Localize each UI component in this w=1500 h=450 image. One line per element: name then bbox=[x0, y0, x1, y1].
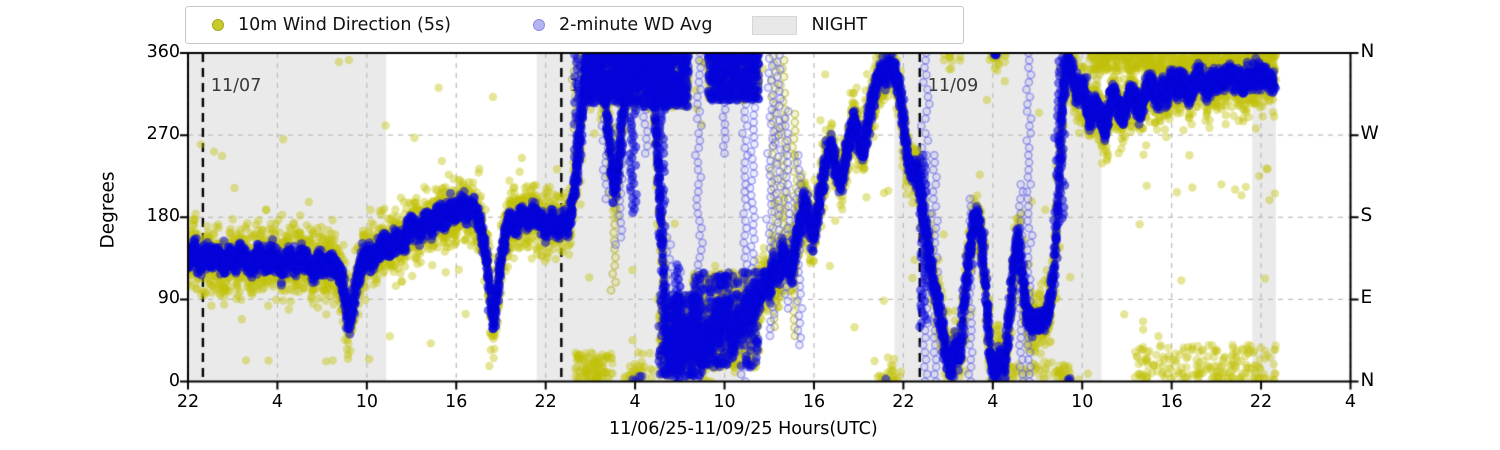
right-axis-label-s-2: S bbox=[1360, 205, 1373, 227]
x-tick-label: 4 bbox=[629, 391, 641, 412]
x-tick-label: 10 bbox=[1071, 391, 1094, 412]
x-tick-label: 4 bbox=[987, 391, 999, 412]
x-tick-label: 22 bbox=[1249, 391, 1273, 412]
legend-label-wd-avg: 2-minute WD Avg bbox=[558, 15, 713, 35]
legend-label-wind-direction: 10m Wind Direction (5s) bbox=[238, 15, 451, 35]
x-tick-label: 22 bbox=[176, 391, 200, 412]
x-tick-label: 10 bbox=[355, 391, 378, 412]
y-tick-label: 180 bbox=[146, 206, 180, 227]
right-axis-label-n-4: N bbox=[1360, 369, 1375, 391]
wd-avg-series-marker-icon bbox=[532, 19, 545, 31]
wind-direction-series-marker-icon bbox=[212, 19, 224, 31]
y-tick-label: 360 bbox=[146, 42, 180, 62]
y-axis-label: Degrees bbox=[97, 171, 119, 249]
right-axis-label-n-0: N bbox=[1360, 41, 1375, 62]
x-tick-label: 4 bbox=[1344, 391, 1357, 412]
x-tick-label: 16 bbox=[802, 391, 826, 412]
y-tick-label: 90 bbox=[157, 288, 180, 309]
x-tick-label: 4 bbox=[271, 391, 283, 412]
legend-label-night: NIGHT bbox=[811, 15, 868, 35]
x-tick-label: 10 bbox=[713, 391, 736, 412]
y-tick-label: 270 bbox=[146, 124, 180, 145]
x-tick-label: 22 bbox=[534, 391, 557, 412]
y-tick-label: 0 bbox=[168, 370, 180, 391]
right-axis-label-w-1: W bbox=[1360, 123, 1379, 145]
x-tick-label: 22 bbox=[892, 391, 915, 412]
x-tick-label: 16 bbox=[445, 391, 468, 412]
legend: 10m Wind Direction (5s) 2-minute WD Avg … bbox=[185, 6, 964, 44]
x-tick-label: 16 bbox=[1160, 391, 1183, 412]
night-swatch-icon bbox=[752, 15, 798, 35]
right-axis-label-e-3: E bbox=[1360, 287, 1373, 309]
x-axis-label: 11/06/25-11/09/25 Hours(UTC) bbox=[609, 419, 878, 439]
